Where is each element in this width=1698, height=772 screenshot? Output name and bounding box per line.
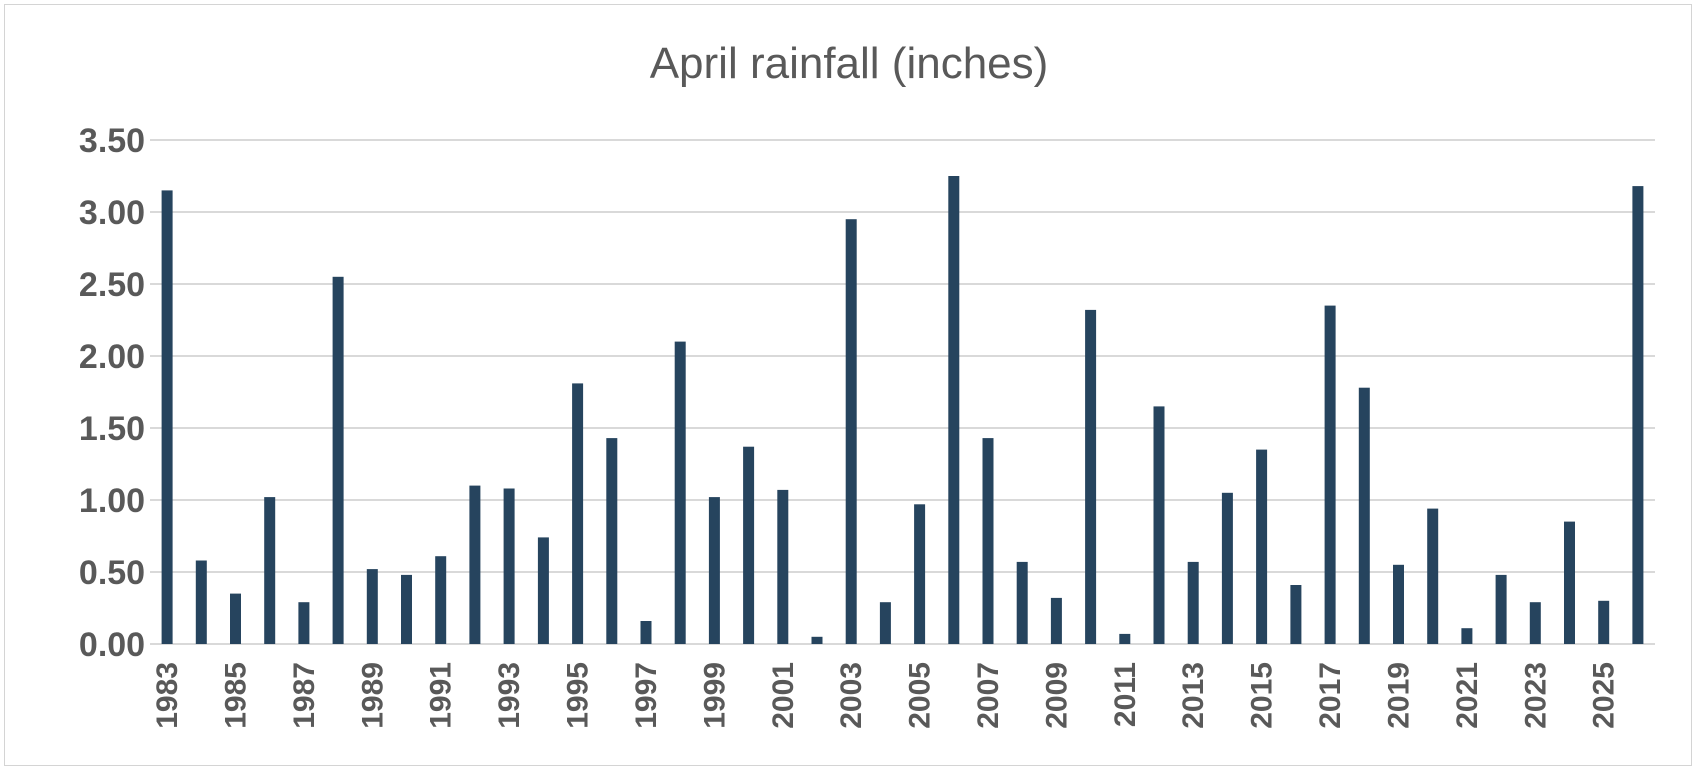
y-tick-label: 0.50 xyxy=(79,554,145,592)
bar-1998 xyxy=(674,341,686,644)
bar-2013 xyxy=(1187,561,1199,644)
bar-2016 xyxy=(1290,585,1302,644)
bar-2019 xyxy=(1393,564,1404,644)
bar-2005 xyxy=(914,504,926,644)
bar-2007 xyxy=(982,438,994,644)
bar-2004 xyxy=(879,602,891,644)
y-tick-label: 3.50 xyxy=(79,122,145,160)
bar-1983 xyxy=(161,190,173,644)
bar-2010 xyxy=(1085,309,1097,644)
bar-2009 xyxy=(1050,597,1062,644)
x-tick-label: 2025 xyxy=(1588,662,1621,729)
x-tick-label: 2001 xyxy=(767,662,800,729)
bar-1987 xyxy=(298,602,310,644)
x-tick-label: 2019 xyxy=(1382,662,1415,729)
x-tick-label: 2021 xyxy=(1451,662,1484,729)
bar-1995 xyxy=(572,383,584,644)
x-axis-ticks: 1983 1985 1987 1989 1991 1993 1995 1997 1999 2001… xyxy=(151,662,1621,729)
bar-2012 xyxy=(1153,406,1165,644)
x-tick-label: 2003 xyxy=(835,662,868,729)
y-axis-ticks: 0.00 0.50 1.00 1.50 2.00 2.50 3.00 3.50 xyxy=(79,122,145,664)
x-tick-label: 1985 xyxy=(220,662,253,729)
x-tick-label: 2017 xyxy=(1314,662,1347,729)
x-tick-label: 1991 xyxy=(425,662,458,729)
x-tick-label: 1993 xyxy=(493,662,526,729)
y-tick-label: 1.50 xyxy=(79,410,145,448)
bar-1984 xyxy=(195,560,207,644)
bar-1989 xyxy=(366,569,378,644)
bar-2017 xyxy=(1324,305,1336,644)
x-tick-label: 2023 xyxy=(1519,662,1552,729)
bar-2022 xyxy=(1495,574,1507,644)
bar-1994 xyxy=(537,537,549,644)
x-tick-label: 2005 xyxy=(904,662,937,729)
bar-2011 xyxy=(1119,633,1131,644)
bar-1992 xyxy=(469,485,481,644)
x-tick-label: 2015 xyxy=(1246,662,1279,729)
bar-2026 xyxy=(1632,186,1644,644)
bar-2008 xyxy=(1016,561,1028,644)
x-tick-label: 2013 xyxy=(1177,662,1210,729)
y-tick-label: 1.00 xyxy=(79,482,145,520)
gridlines xyxy=(150,139,1655,645)
x-tick-label: 1995 xyxy=(562,662,595,729)
y-tick-label: 2.00 xyxy=(79,338,145,376)
x-tick-label: 2009 xyxy=(1040,662,1073,729)
bar-1990 xyxy=(401,574,412,644)
bar-2014 xyxy=(1221,492,1233,644)
bar-1993 xyxy=(503,488,515,644)
bars xyxy=(161,176,1644,644)
y-tick-label: 0.00 xyxy=(79,626,145,664)
bar-2015 xyxy=(1256,449,1268,644)
x-tick-label: 1997 xyxy=(630,662,663,729)
bar-2003 xyxy=(845,219,857,644)
bar-1985 xyxy=(230,593,241,644)
bar-2018 xyxy=(1358,387,1370,644)
x-tick-label: 1989 xyxy=(356,662,389,729)
bar-2021 xyxy=(1461,628,1473,644)
x-tick-label: 2007 xyxy=(972,662,1005,729)
chart-title: April rainfall (inches) xyxy=(650,39,1049,88)
bar-2001 xyxy=(777,489,789,644)
bar-2002 xyxy=(811,636,823,644)
bar-2025 xyxy=(1598,600,1610,644)
x-tick-label: 1987 xyxy=(288,662,321,729)
bar-2000 xyxy=(743,446,755,644)
bar-2024 xyxy=(1564,521,1575,644)
bar-2020 xyxy=(1427,508,1439,644)
bar-1996 xyxy=(606,438,618,644)
bar-2006 xyxy=(948,176,960,644)
x-tick-label: 2011 xyxy=(1109,662,1142,727)
bar-1999 xyxy=(708,497,720,644)
bar-1991 xyxy=(435,556,447,644)
y-tick-label: 2.50 xyxy=(79,266,145,304)
bar-1986 xyxy=(264,497,276,644)
bar-1997 xyxy=(640,621,652,644)
x-tick-label: 1983 xyxy=(151,662,184,729)
x-tick-label: 1999 xyxy=(698,662,731,729)
bar-2023 xyxy=(1529,602,1541,644)
bar-1988 xyxy=(332,276,344,644)
y-tick-label: 3.00 xyxy=(79,194,145,232)
